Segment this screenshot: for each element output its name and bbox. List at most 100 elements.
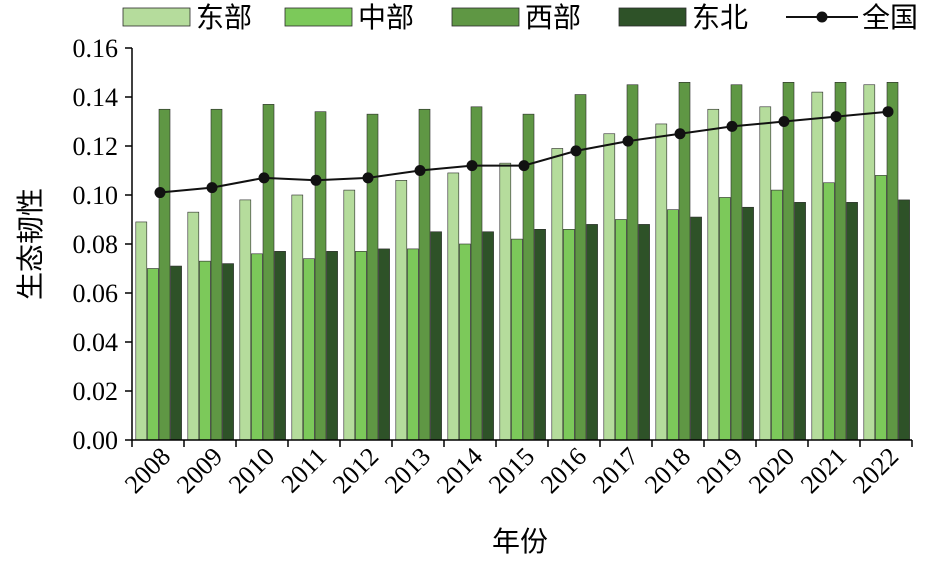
point-全国-2019 xyxy=(726,120,738,132)
x-tick-label: 2009 xyxy=(171,442,228,499)
bar-西部-2008 xyxy=(158,108,171,441)
bar-东部-2015 xyxy=(499,162,512,441)
bar-东部-2016 xyxy=(551,148,564,441)
bar-中部-2015 xyxy=(511,238,523,441)
legend-label-东北: 东北 xyxy=(692,2,748,34)
legend-swatch-东部 xyxy=(122,7,191,27)
y-tick-label: 0.10 xyxy=(73,181,119,210)
bar-中部-2009 xyxy=(199,260,211,441)
legend-swatch-东北 xyxy=(618,7,687,27)
bar-西部-2013 xyxy=(418,108,431,441)
x-tick-label: 2018 xyxy=(639,442,696,499)
x-tick-label: 2012 xyxy=(327,442,384,499)
bar-西部-2009 xyxy=(210,108,223,441)
y-tick-label: 0.06 xyxy=(73,279,119,308)
bar-西部-2022 xyxy=(886,82,899,441)
legend-swatch-中部 xyxy=(284,7,353,27)
legend-marker-全国 xyxy=(816,11,828,23)
bar-东北-2010 xyxy=(274,251,286,441)
bar-中部-2017 xyxy=(615,219,627,441)
point-全国-2009 xyxy=(206,182,218,194)
bar-中部-2010 xyxy=(251,253,263,441)
x-tick-label: 2010 xyxy=(223,442,280,499)
x-tick-label: 2016 xyxy=(535,442,592,499)
point-全国-2015 xyxy=(518,160,530,172)
point-全国-2020 xyxy=(778,116,790,127)
point-全国-2014 xyxy=(466,160,478,172)
x-tick-label: 2014 xyxy=(431,442,488,499)
bar-东北-2020 xyxy=(794,202,806,441)
bar-东北-2014 xyxy=(482,231,494,441)
bar-东部-2022 xyxy=(863,84,876,441)
bar-西部-2010 xyxy=(262,104,275,441)
point-全国-2012 xyxy=(362,172,374,184)
bar-东部-2019 xyxy=(707,108,720,441)
y-tick-label: 0.16 xyxy=(73,34,119,63)
bar-东部-2021 xyxy=(811,91,824,441)
x-tick-label: 2013 xyxy=(379,442,436,499)
bar-东北-2009 xyxy=(222,263,234,441)
bar-中部-2013 xyxy=(407,248,419,441)
x-tick-label: 2019 xyxy=(691,442,748,499)
legend-label-西部: 西部 xyxy=(525,2,581,34)
bar-东北-2015 xyxy=(534,229,546,441)
bar-东北-2021 xyxy=(846,202,858,441)
bar-中部-2019 xyxy=(719,197,731,441)
bar-东部-2010 xyxy=(239,199,252,441)
bar-中部-2021 xyxy=(823,182,835,441)
bar-中部-2014 xyxy=(459,243,471,441)
bar-东部-2020 xyxy=(759,106,772,441)
bar-中部-2016 xyxy=(563,229,575,441)
bar-东部-2009 xyxy=(187,211,200,441)
x-tick-label: 2021 xyxy=(795,442,852,499)
bar-东北-2012 xyxy=(378,248,390,441)
bar-西部-2011 xyxy=(314,111,327,441)
point-全国-2016 xyxy=(570,145,582,157)
bar-东部-2008 xyxy=(135,221,148,441)
legend-label-东部: 东部 xyxy=(196,2,252,34)
bar-中部-2011 xyxy=(303,258,315,441)
bar-东部-2013 xyxy=(395,180,408,441)
point-全国-2021 xyxy=(830,111,842,123)
bar-东北-2019 xyxy=(742,206,754,441)
bar-东北-2011 xyxy=(326,251,338,441)
point-全国-2018 xyxy=(674,128,686,140)
x-tick-label: 2008 xyxy=(119,442,176,499)
legend-label-全国: 全国 xyxy=(862,2,918,34)
y-tick-label: 0.02 xyxy=(73,377,119,406)
legend-label-中部: 中部 xyxy=(358,2,414,34)
bar-东部-2017 xyxy=(603,133,616,441)
bar-西部-2020 xyxy=(782,82,795,441)
y-tick-label: 0.08 xyxy=(73,230,119,259)
bar-中部-2018 xyxy=(667,209,679,441)
point-全国-2013 xyxy=(414,165,426,176)
bar-东部-2012 xyxy=(343,189,356,441)
bar-东部-2011 xyxy=(291,194,304,441)
x-axis-title: 年份 xyxy=(492,526,548,558)
bar-东北-2018 xyxy=(690,216,702,441)
y-tick-label: 0.00 xyxy=(73,426,119,455)
bar-西部-2019 xyxy=(730,84,743,441)
bar-中部-2008 xyxy=(147,268,159,441)
legend-swatch-西部 xyxy=(451,7,520,27)
bar-中部-2022 xyxy=(875,175,887,441)
bar-东北-2008 xyxy=(170,265,182,441)
legend: 东部 中部 西部 东北 全国 xyxy=(122,2,918,34)
point-全国-2008 xyxy=(154,187,166,199)
y-tick-label: 0.12 xyxy=(73,132,119,161)
x-tick-label: 2020 xyxy=(743,442,800,499)
plot-area xyxy=(135,82,910,441)
y-tick-label: 0.04 xyxy=(73,328,119,357)
bar-中部-2020 xyxy=(771,189,783,441)
point-全国-2010 xyxy=(258,172,270,184)
bar-东部-2014 xyxy=(447,172,460,441)
x-tick-label: 2022 xyxy=(847,442,904,499)
x-tick-label: 2011 xyxy=(276,442,333,499)
bar-西部-2012 xyxy=(366,113,379,441)
bar-东部-2018 xyxy=(655,123,668,441)
y-axis-title: 生态韧性 xyxy=(15,188,47,300)
x-tick-label: 2017 xyxy=(587,442,644,499)
y-tick-label: 0.14 xyxy=(73,83,119,112)
